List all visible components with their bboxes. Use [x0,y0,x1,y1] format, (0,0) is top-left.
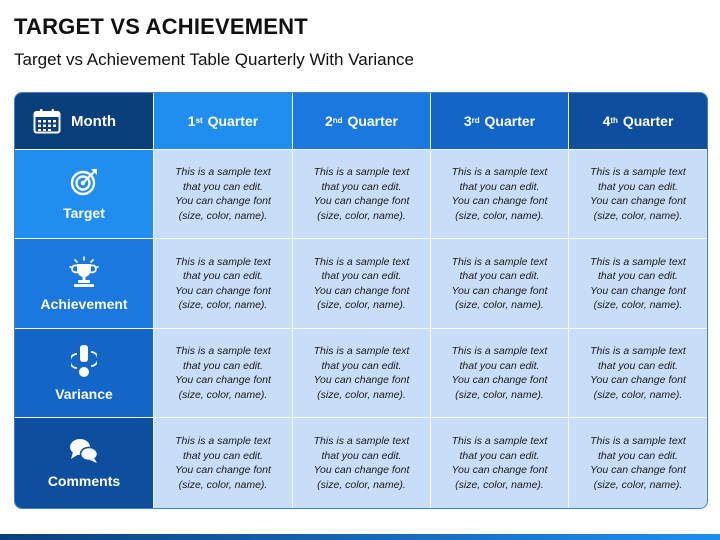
row-label-target: Target [63,205,105,221]
exclamation-icon [71,345,97,377]
month-header-cell: Month [15,93,154,150]
table-cell: This is a sample text that you can edit. Y… [154,418,293,508]
table-cell: This is a sample text that you can edit. Y… [154,150,293,239]
month-header-label: Month [71,112,116,130]
row-header-comments: Comments [15,418,154,508]
row-header-variance: Variance [15,329,154,418]
trophy-icon [69,255,99,287]
table-cell: This is a sample text that you can edit. Y… [431,329,569,418]
table-cell: This is a sample text that you can edit. Y… [293,150,431,239]
table-cell: This is a sample text that you can edit. Y… [293,329,431,418]
table-cell: This is a sample text that you can edit. Y… [569,329,707,418]
table-cell: This is a sample text that you can edit. Y… [590,435,686,491]
row-label-comments: Comments [47,473,121,489]
table-cell: This is a sample text that you can edit. Y… [154,239,293,329]
table-cell: This is a sample text that you can edit. Y… [431,418,569,508]
page-title: TARGET VS ACHIEVEMENT [14,14,308,39]
table-cell: This is a sample text that you can edit. Y… [293,418,431,508]
table-cell: This is a sample text that you can edit. Y… [431,239,569,329]
page-subtitle: Target vs Achievement Table Quarterly Wi… [14,50,414,69]
chat-bubbles-icon [70,439,99,463]
table-cell: This is a sample text that you can edit. Y… [569,239,707,329]
row-label-variance: Variance [55,386,113,402]
target-icon [70,169,97,196]
table-cell: This is a sample text that you can edit. Y… [154,329,293,418]
table-cell: This is a sample text that you can edit. Y… [293,239,431,329]
table-cell: This is a sample text that you can edit. Y… [569,150,707,239]
row-header-achievement: Achievement [15,239,154,329]
bottom-accent-band [0,534,720,540]
row-label-achievement: Achievement [40,295,128,312]
calendar-icon [33,109,61,134]
table-cell: This is a sample text that you can edit. Y… [431,150,569,239]
row-header-target: Target [15,150,154,239]
